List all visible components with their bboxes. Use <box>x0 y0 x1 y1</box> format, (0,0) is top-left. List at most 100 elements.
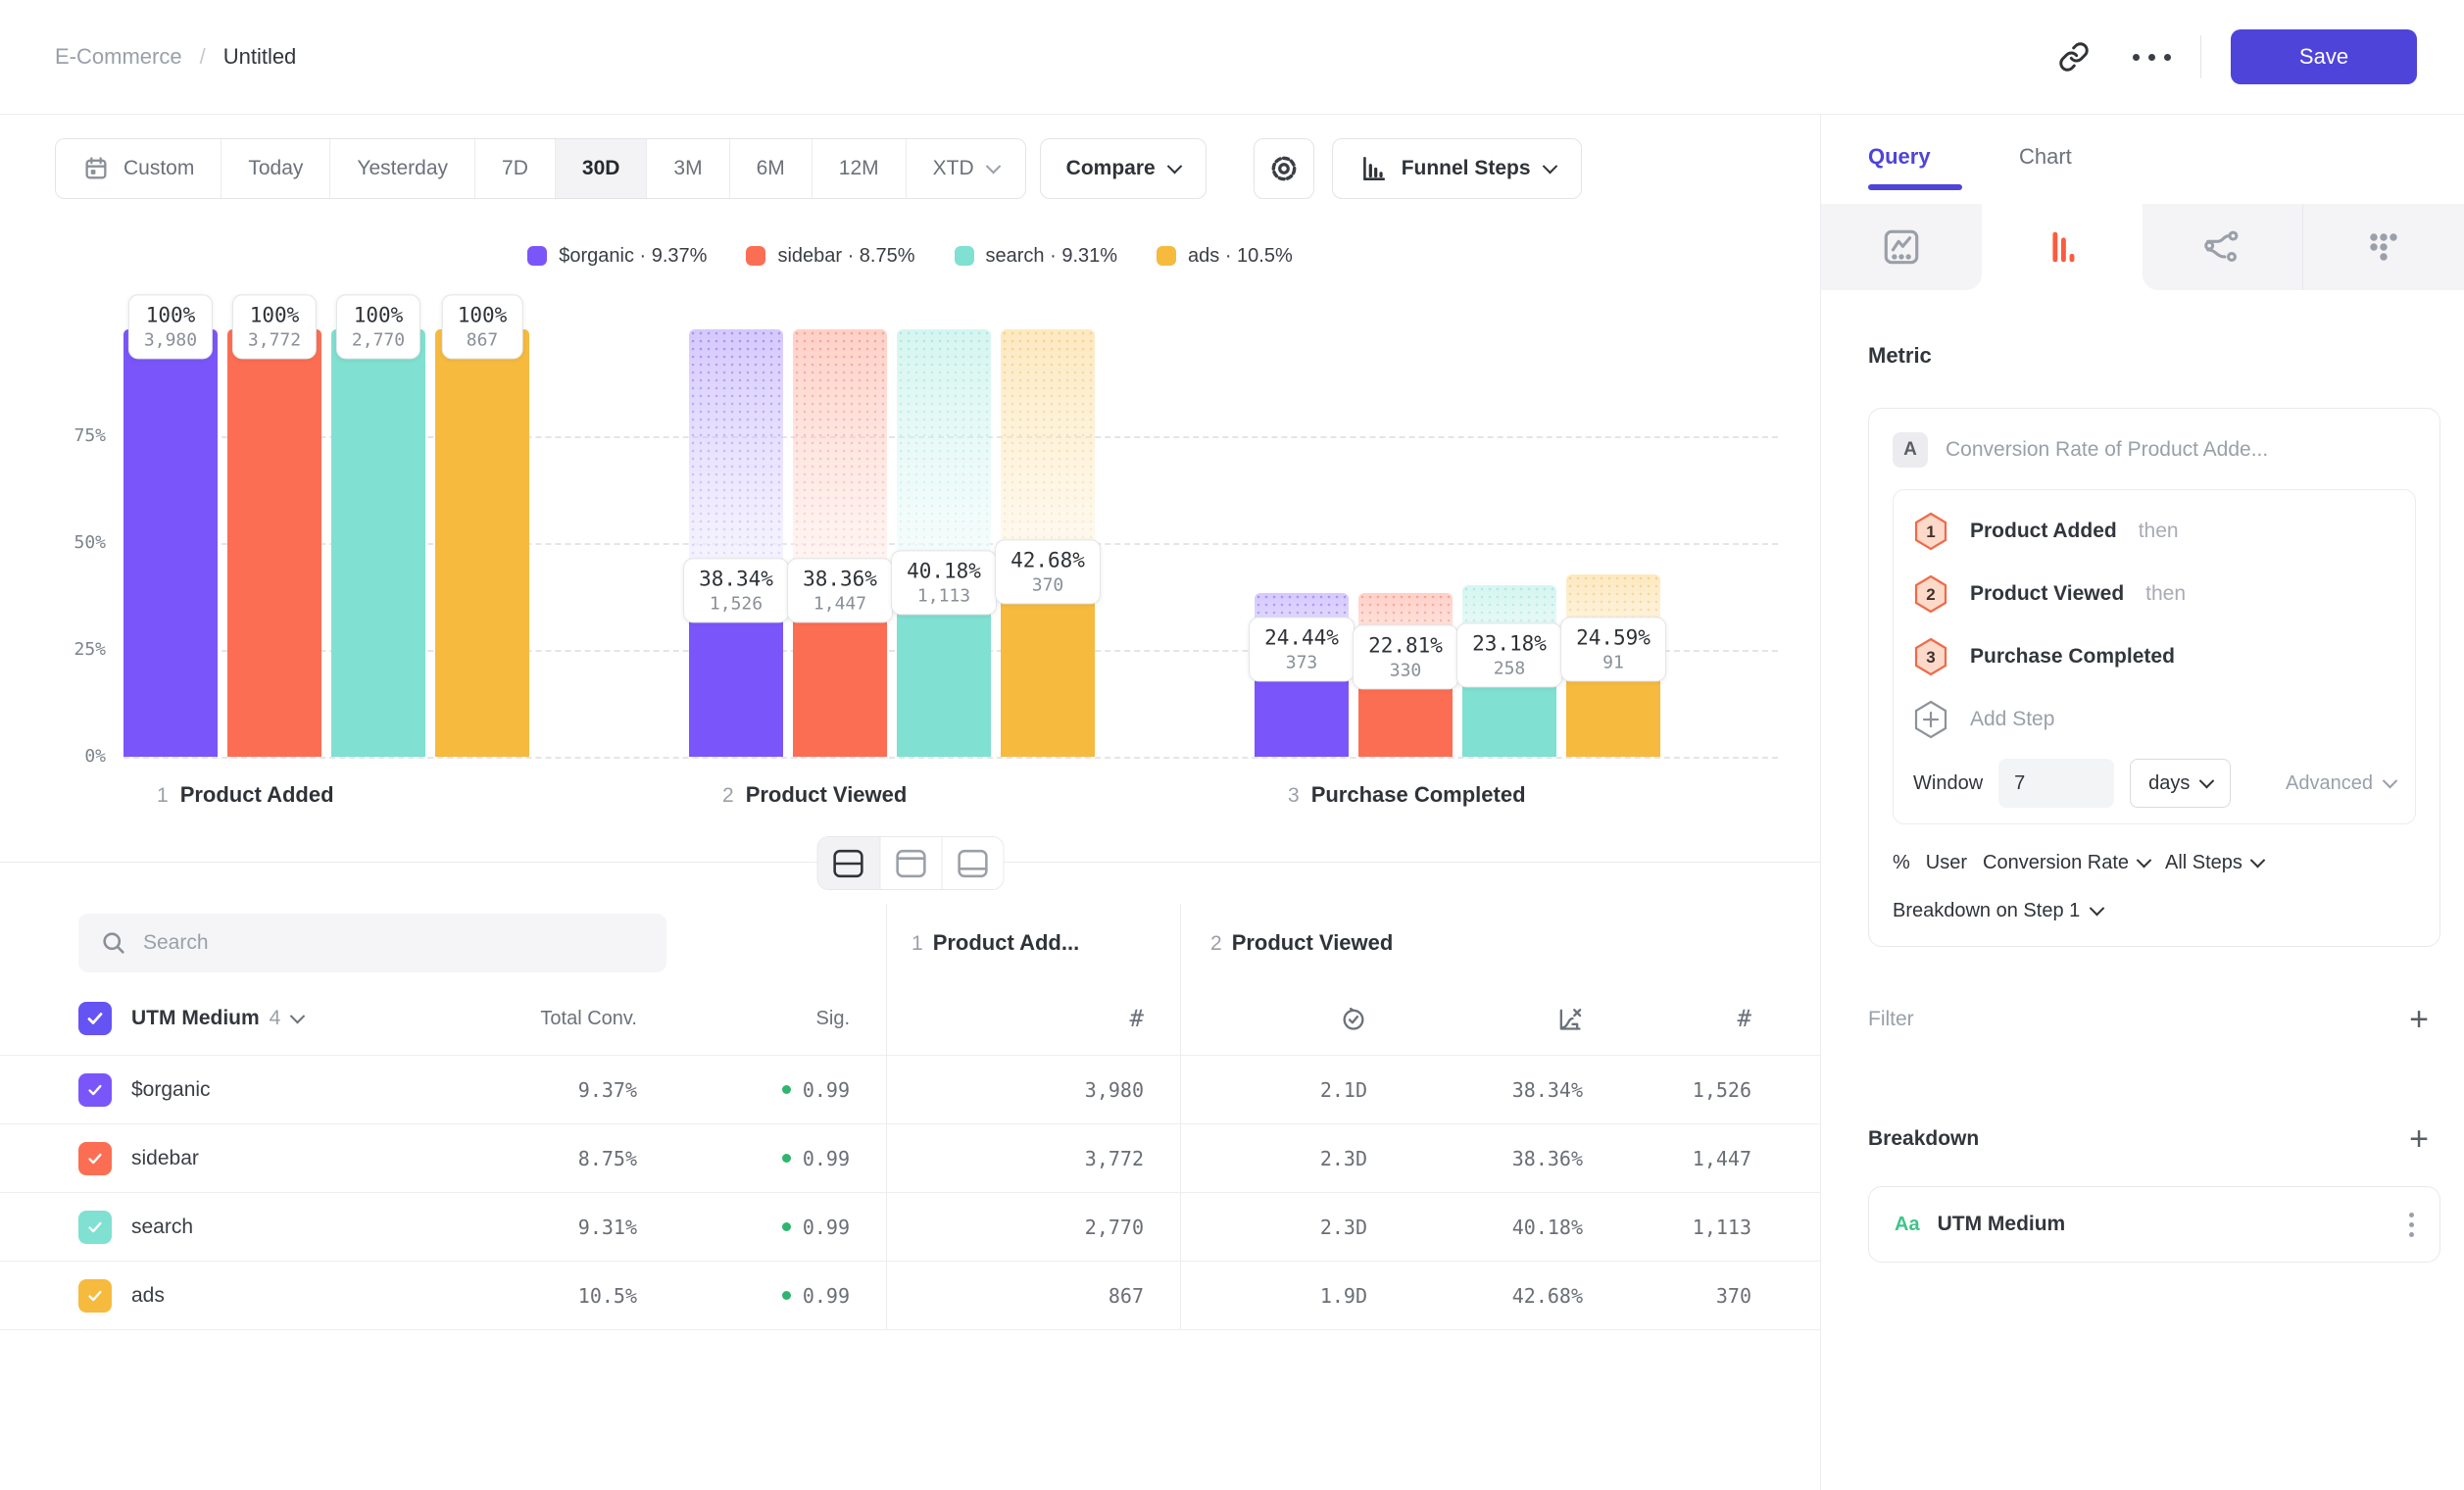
measure-entity[interactable]: User <box>1926 852 1967 874</box>
row-checkbox[interactable] <box>78 1142 112 1175</box>
query-step-1[interactable]: 1 Product Addedthen <box>1913 500 2395 563</box>
bar-value-label: 42.68%370 <box>995 539 1101 604</box>
query-step-2[interactable]: 2 Product Viewedthen <box>1913 563 2395 625</box>
funnel-bar-search-step1[interactable] <box>331 329 425 757</box>
measure-scope-dropdown[interactable]: All Steps <box>2165 852 2263 874</box>
more-menu-button[interactable] <box>2133 54 2171 61</box>
retention-icon <box>2364 227 2403 267</box>
report-type-tabs <box>1821 204 2464 290</box>
tab-chart[interactable]: Chart <box>2019 144 2113 190</box>
query-step-3[interactable]: 3 Purchase Completed <box>1913 625 2395 688</box>
window-value-input[interactable] <box>1998 759 2114 808</box>
percent-icon: % <box>1893 852 1910 874</box>
count-icon[interactable]: # <box>1130 1005 1144 1032</box>
table-view-button[interactable] <box>941 837 1003 889</box>
bar-value-label: 40.18%1,113 <box>891 550 997 615</box>
date-range-segmented-control: CustomTodayYesterday7D30D3M6M12MXTD <box>55 138 1026 199</box>
tab-query[interactable]: Query <box>1868 144 1962 190</box>
step2-count: 370 <box>1716 1284 1751 1308</box>
metric-heading: Metric <box>1868 343 2440 369</box>
legend-item-ads[interactable]: ads · 10.5% <box>1157 245 1293 268</box>
legend-item-sidebar[interactable]: sidebar · 8.75% <box>746 245 914 268</box>
metric-letter-badge: A <box>1893 432 1928 468</box>
breakdown-on-step-dropdown[interactable]: Breakdown on Step 1 <box>1893 900 2416 922</box>
step2-count: 1,113 <box>1693 1216 1751 1239</box>
funnel-bar-sidebar-step1[interactable] <box>227 329 321 757</box>
add-breakdown-button[interactable]: + <box>2409 1128 2429 1150</box>
legend-swatch <box>1157 246 1176 266</box>
legend-swatch <box>746 246 765 266</box>
window-unit-dropdown[interactable]: days <box>2130 759 2231 808</box>
funnel-step-group-1: 100%3,980100%3,772100%2,770100%8671Produ… <box>123 329 529 757</box>
sig-header[interactable]: Sig. <box>816 1008 850 1030</box>
breakdown-item[interactable]: Aa UTM Medium <box>1868 1186 2440 1263</box>
bar-value-label: 100%3,980 <box>128 294 213 359</box>
query-panel: Query Chart <box>1820 115 2464 1490</box>
chevron-down-icon <box>2383 772 2398 788</box>
row-checkbox[interactable] <box>78 1211 112 1244</box>
y-axis-tick: 50% <box>29 532 106 553</box>
legend-item-organic[interactable]: $organic · 9.37% <box>527 245 707 268</box>
range-12m[interactable]: 12M <box>812 139 906 198</box>
total-conv-header[interactable]: Total Conv. <box>540 1008 637 1029</box>
bar-value-label: 100%3,772 <box>232 294 317 359</box>
chart-type-button[interactable]: Funnel Steps <box>1332 138 1582 199</box>
funnel-bar-ads-step1[interactable] <box>435 329 529 757</box>
advanced-dropdown[interactable]: Advanced <box>2286 772 2395 795</box>
group-column-header[interactable]: UTM Medium 4 <box>131 1007 303 1030</box>
row-checkbox[interactable] <box>78 1073 112 1107</box>
sig-value: 0.99 <box>803 1216 850 1239</box>
select-all-checkbox[interactable] <box>78 1002 112 1035</box>
save-button[interactable]: Save <box>2231 29 2417 84</box>
share-link-button[interactable] <box>2058 41 2090 73</box>
breakdown-item-label: UTM Medium <box>1938 1213 2066 1236</box>
measure-type-dropdown[interactable]: Conversion Rate <box>1983 852 2149 874</box>
range-custom[interactable]: Custom <box>56 139 221 198</box>
funnel-chart-icon <box>1358 154 1388 183</box>
kebab-icon[interactable] <box>2409 1213 2414 1237</box>
count-icon[interactable]: # <box>1738 1005 1751 1032</box>
range-7d[interactable]: 7D <box>474 139 555 198</box>
chart-view-button[interactable] <box>879 837 941 889</box>
range-xtd[interactable]: XTD <box>906 139 1025 198</box>
funnels-tab[interactable] <box>1982 204 2143 290</box>
time-icon[interactable] <box>1340 1005 1367 1032</box>
range-today[interactable]: Today <box>221 139 329 198</box>
conversion-icon[interactable] <box>1555 1005 1583 1032</box>
table-row-organic: $organic 9.37% 0.99 3,980 2.1D 38.34% 1,… <box>0 1055 1820 1123</box>
range-30d[interactable]: 30D <box>555 139 647 198</box>
string-property-icon: Aa <box>1895 1214 1920 1236</box>
range-6m[interactable]: 6M <box>729 139 812 198</box>
step-connector: then <box>2139 520 2179 543</box>
table-row-ads: ads 10.5% 0.99 867 1.9D 42.68% 370 <box>0 1261 1820 1329</box>
legend-item-search[interactable]: search · 9.31% <box>955 245 1118 268</box>
step2-conv: 38.34% <box>1512 1078 1583 1102</box>
metric-title-row[interactable]: A Conversion Rate of Product Adde... <box>1893 432 2416 468</box>
calendar-icon <box>82 155 110 182</box>
layout-toggle <box>816 836 1004 890</box>
row-checkbox[interactable] <box>78 1279 112 1313</box>
add-step-button[interactable]: Add Step <box>1913 688 2395 751</box>
breadcrumb-title[interactable]: Untitled <box>223 44 297 70</box>
split-view-button[interactable] <box>817 837 879 889</box>
insights-tab[interactable] <box>1821 204 1982 290</box>
funnel-bar-organic-step1[interactable] <box>123 329 218 757</box>
breadcrumb-folder[interactable]: E-Commerce <box>55 44 182 70</box>
chart-table-divider <box>0 820 1820 904</box>
table-row-sidebar: sidebar 8.75% 0.99 3,772 2.3D 38.36% 1,4… <box>0 1123 1820 1192</box>
significance-dot <box>782 1222 791 1231</box>
step1-count: 867 <box>1109 1284 1144 1308</box>
range-3m[interactable]: 3M <box>646 139 728 198</box>
flows-tab[interactable] <box>2143 204 2303 290</box>
add-filter-button[interactable]: + <box>2409 1009 2429 1030</box>
chart-settings-button[interactable] <box>1254 138 1314 199</box>
search-input[interactable] <box>143 931 645 955</box>
metric-title: Conversion Rate of Product Adde... <box>1946 438 2268 462</box>
chevron-down-icon <box>2250 853 2266 869</box>
compare-button[interactable]: Compare <box>1040 138 1207 199</box>
range-yesterday[interactable]: Yesterday <box>329 139 474 198</box>
retention-tab[interactable] <box>2302 204 2464 290</box>
chart-legend: $organic · 9.37% sidebar · 8.75% search · … <box>0 242 1820 270</box>
step2-time: 2.3D <box>1320 1147 1367 1170</box>
step1-count: 2,770 <box>1085 1216 1144 1239</box>
